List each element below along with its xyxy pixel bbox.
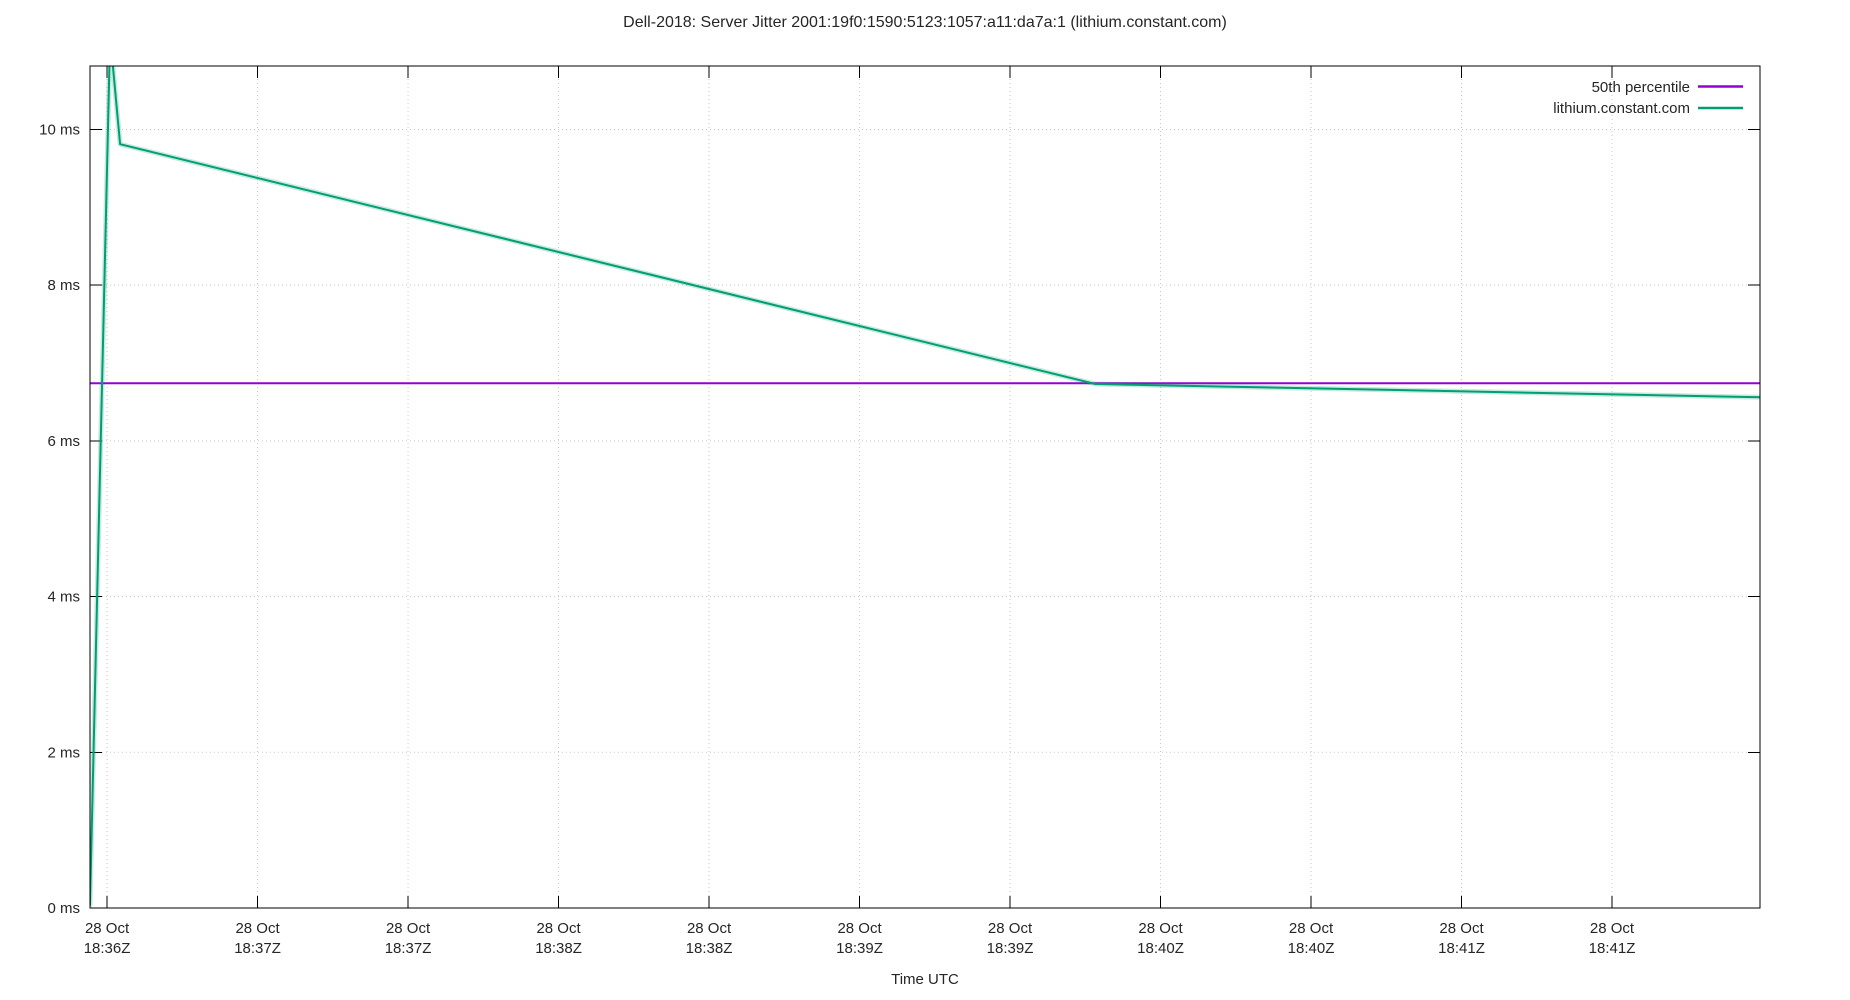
series-halo-1 [90, 66, 1760, 908]
x-tick-time: 18:37Z [385, 940, 432, 957]
x-tick-time: 18:41Z [1438, 940, 1485, 957]
y-tick-label: 0 ms [47, 900, 80, 917]
y-tick-label: 6 ms [47, 433, 80, 450]
x-tick-date: 28 Oct [1590, 920, 1635, 937]
x-tick-time: 18:40Z [1288, 940, 1335, 957]
x-tick-date: 28 Oct [988, 920, 1033, 937]
series-line-lithium-constant-com [90, 66, 1760, 906]
tick-marks [90, 66, 1760, 909]
legend: 50th percentile lithium.constant.com [1553, 79, 1743, 117]
x-tick-date: 28 Oct [1439, 920, 1484, 937]
x-tick-time: 18:36Z [84, 940, 131, 957]
x-tick-date: 28 Oct [235, 920, 280, 937]
y-tick-label: 2 ms [47, 744, 80, 761]
x-tick-time: 18:38Z [535, 940, 582, 957]
x-tick-date: 28 Oct [687, 920, 732, 937]
x-tick-date: 28 Oct [1289, 920, 1334, 937]
x-tick-time: 18:39Z [836, 940, 883, 957]
x-tick-time: 18:39Z [987, 940, 1034, 957]
y-tick-label: 10 ms [39, 121, 80, 138]
x-tick-date: 28 Oct [85, 920, 130, 937]
y-axis-labels: 0 ms 2 ms 4 ms 6 ms 8 ms 10 ms [39, 121, 80, 917]
x-tick-date: 28 Oct [1138, 920, 1183, 937]
x-tick-date: 28 Oct [837, 920, 882, 937]
x-axis-title: Time UTC [891, 971, 959, 988]
x-tick-date: 28 Oct [536, 920, 581, 937]
x-tick-date: 28 Oct [386, 920, 431, 937]
y-tick-label: 8 ms [47, 277, 80, 294]
grid-lines [90, 66, 1760, 908]
legend-label-lithium-constant-com: lithium.constant.com [1553, 100, 1690, 117]
chart-title: Dell-2018: Server Jitter 2001:19f0:1590:… [623, 14, 1227, 31]
plot-border [89, 65, 1761, 909]
y-tick-label: 4 ms [47, 589, 80, 606]
x-tick-time: 18:41Z [1589, 940, 1636, 957]
x-axis-labels: 28 Oct 18:36Z 28 Oct 18:37Z 28 Oct 18:37Z 28 O… [84, 920, 1636, 957]
x-tick-time: 18:38Z [686, 940, 733, 957]
x-tick-time: 18:37Z [234, 940, 281, 957]
legend-label-50th-percentile: 50th percentile [1592, 79, 1690, 96]
x-tick-time: 18:40Z [1137, 940, 1184, 957]
series-lines [90, 66, 1760, 908]
